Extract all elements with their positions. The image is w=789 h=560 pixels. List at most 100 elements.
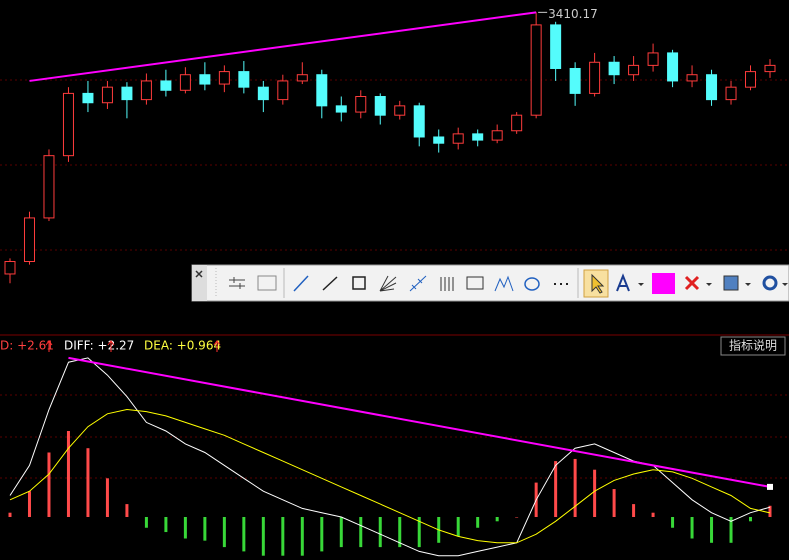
tool-ellipse[interactable] <box>524 277 540 291</box>
macd-bar <box>300 517 304 556</box>
tool-label[interactable] <box>257 275 277 291</box>
candle-body <box>82 92 94 104</box>
macd-bar <box>651 512 655 517</box>
trendline <box>29 11 537 82</box>
macd-bar <box>86 448 90 517</box>
dropdown[interactable] <box>782 283 788 286</box>
candle-body <box>121 86 133 101</box>
trendline-handle <box>767 483 773 490</box>
macd-bar <box>573 458 577 517</box>
candle-body <box>452 133 464 144</box>
macd-bar <box>203 517 207 541</box>
macd-bar <box>749 517 753 522</box>
tool-color[interactable] <box>652 273 675 294</box>
candle-body <box>277 80 289 101</box>
candle-body <box>394 105 406 116</box>
macd-trendline <box>68 356 771 488</box>
macd-bar <box>8 512 12 517</box>
tool-line[interactable] <box>293 275 309 292</box>
macd-bar <box>47 452 51 517</box>
macd-bar <box>27 491 31 517</box>
tool-pointer[interactable] <box>591 273 605 294</box>
candle-body <box>62 92 74 157</box>
indicator-button-label[interactable]: 指标说明 <box>729 338 777 353</box>
candle-body <box>296 74 308 82</box>
candle-body <box>355 96 367 113</box>
dropdown[interactable] <box>638 283 644 286</box>
candle-body <box>667 52 679 82</box>
candle-body <box>199 74 211 85</box>
tool-period[interactable] <box>440 277 454 291</box>
macd-bar <box>729 517 733 543</box>
macd-bar <box>515 517 519 518</box>
macd-bar <box>768 505 772 517</box>
macd-bar <box>632 504 636 517</box>
tool-fan[interactable] <box>379 275 397 292</box>
macd-bar <box>242 517 246 552</box>
candle-body <box>335 105 347 113</box>
drawing-toolbar <box>191 264 789 302</box>
candle-body <box>218 71 230 85</box>
candle-body <box>530 24 542 116</box>
tool-segment[interactable] <box>322 276 338 291</box>
legend-d: D: +2.61 <box>0 339 54 353</box>
tool-delete[interactable] <box>684 275 700 291</box>
macd-bar <box>671 517 675 528</box>
candle-body <box>433 136 445 144</box>
tool-settings[interactable] <box>229 277 245 289</box>
candle-body <box>608 61 620 76</box>
tool-rect[interactable] <box>352 276 366 290</box>
tool-save[interactable] <box>723 275 739 291</box>
indicator-button[interactable] <box>720 336 786 356</box>
tool-gann[interactable] <box>466 276 484 290</box>
candle-body <box>316 74 328 107</box>
dropdown[interactable] <box>706 283 712 286</box>
macd-bar <box>456 517 460 537</box>
macd-bar <box>710 517 714 543</box>
candle-body <box>160 80 172 91</box>
macd-bar <box>495 517 499 522</box>
candle-body <box>745 71 757 88</box>
macd-bar <box>222 517 226 548</box>
macd-bar <box>417 517 421 548</box>
candle-body <box>569 67 581 94</box>
tool-text[interactable] <box>616 273 630 292</box>
price-panel: 3410.17 <box>4 7 776 284</box>
macd-bar <box>320 517 324 552</box>
macd-bar <box>359 517 363 548</box>
candle-body <box>725 86 737 101</box>
candle-body <box>43 155 55 219</box>
macd-bar <box>398 517 402 548</box>
legend-dea: DEA: +0.964 <box>144 339 221 353</box>
close-icon[interactable] <box>195 270 203 278</box>
candle-body <box>4 261 16 275</box>
tool-gear[interactable] <box>762 275 778 291</box>
legend-arrows <box>45 340 221 352</box>
candle-body <box>257 86 269 101</box>
macd-bar <box>105 478 109 517</box>
candle-body <box>472 133 484 141</box>
candle-body <box>491 130 503 141</box>
tool-channel[interactable] <box>409 275 427 292</box>
toolbar-handle <box>192 265 207 301</box>
macd-bar <box>144 517 148 528</box>
macd-bar <box>164 517 168 533</box>
macd-bar <box>378 517 382 548</box>
candle-body <box>647 52 659 66</box>
macd-bar <box>66 431 70 517</box>
candle-body <box>413 105 425 138</box>
candle-body <box>179 74 191 91</box>
macd-bar <box>339 517 343 548</box>
candle-body <box>686 74 698 82</box>
macd-bar <box>476 517 480 528</box>
macd-line <box>9 408 771 544</box>
macd-bar <box>183 517 187 539</box>
candle-body <box>374 96 386 116</box>
candle-body <box>140 80 152 101</box>
candle-body <box>101 86 113 104</box>
macd-bar <box>554 461 558 517</box>
macd-panel <box>8 356 773 557</box>
tool-wave[interactable] <box>494 275 514 292</box>
dropdown[interactable] <box>745 283 751 286</box>
